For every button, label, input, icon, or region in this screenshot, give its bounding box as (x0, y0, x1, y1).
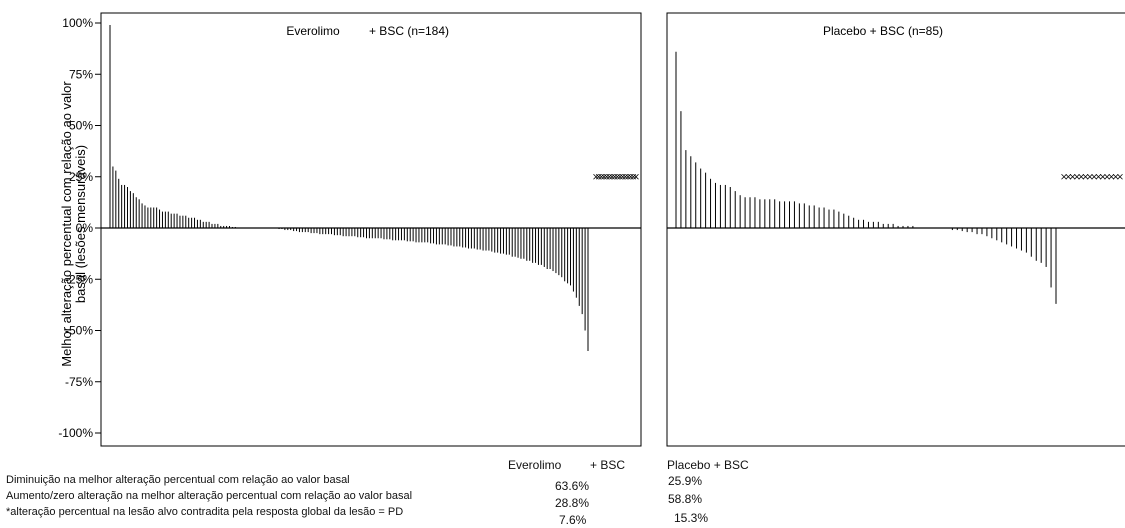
y-tick-label: -25% (65, 272, 93, 286)
pd-marker-stroke (603, 173, 610, 180)
pd-marker-stroke (627, 173, 634, 180)
pd-marker (601, 173, 607, 180)
pd-marker (1095, 173, 1102, 180)
pd-marker (1074, 173, 1080, 180)
pd-marker (1091, 173, 1097, 180)
everolimus-panel-frame (100, 12, 642, 447)
pd-marker-stroke (1069, 173, 1076, 180)
pd-marker (1099, 173, 1106, 180)
summary-row-2-everolimus: 28.8% (555, 496, 590, 510)
pd-marker (630, 173, 637, 180)
summary-row-2-label: Aumento/zero alteração na melhor alteraç… (6, 490, 413, 502)
y-axis-title-line2: basal (lesões mensuráveis) (73, 145, 88, 303)
summary-row-3-placebo: 15.3% (674, 511, 709, 525)
pd-marker-stroke (598, 173, 605, 180)
pd-marker-stroke (625, 173, 631, 180)
pd-marker (603, 173, 610, 180)
summary-header-placebo: Placebo + BSC (667, 458, 749, 472)
pd-marker (625, 173, 631, 180)
pd-marker-stroke (1091, 173, 1097, 180)
pd-marker (1108, 173, 1115, 180)
y-tick-label: -50% (65, 324, 93, 338)
pd-marker-stroke (1061, 173, 1067, 180)
pd-marker-stroke (595, 173, 602, 180)
pd-marker (609, 173, 615, 180)
pd-marker (1082, 173, 1089, 180)
pd-marker-stroke (617, 173, 623, 180)
summary-header-everolimus-part1: Everolimo (508, 458, 562, 472)
pd-marker-stroke (1104, 173, 1110, 180)
y-tick-label: 100% (62, 16, 93, 30)
y-tick-label: 50% (69, 119, 93, 133)
pd-marker-stroke (606, 173, 613, 180)
pd-marker-stroke (1087, 173, 1093, 180)
y-tick-label: 75% (69, 67, 93, 81)
pd-marker (1061, 173, 1067, 180)
pd-marker (617, 173, 623, 180)
everolimus-bars (101, 25, 641, 351)
pd-marker-stroke (611, 173, 618, 180)
placebo-bars (667, 51, 1125, 304)
summary-row-3-everolimus: 7.6% (559, 513, 587, 527)
y-tick-label: -75% (65, 375, 93, 389)
pd-marker (619, 173, 626, 180)
summary-row-2-placebo: 58.8% (668, 492, 703, 506)
pd-marker (606, 173, 613, 180)
pd-marker-stroke (1078, 173, 1085, 180)
pd-marker-stroke (1099, 173, 1106, 180)
pd-marker-stroke (601, 173, 607, 180)
y-tick-label: 0% (76, 221, 94, 235)
pd-marker (1104, 173, 1110, 180)
pd-marker (611, 173, 618, 180)
pd-marker (633, 173, 639, 180)
pd-marker (1112, 173, 1119, 180)
everolimus-panel-title-part1: Everolimo (286, 24, 340, 38)
placebo-panel-frame (666, 12, 1125, 447)
summary-header-everolimus-part2: + BSC (590, 458, 626, 472)
pd-marker-stroke (1112, 173, 1119, 180)
pd-marker-stroke (1117, 173, 1123, 180)
summary-row-3-label: *alteração percentual na lesão alvo cont… (6, 506, 404, 518)
pd-marker (614, 173, 621, 180)
everolimus-panel-title-part2: + BSC (n=184) (369, 24, 449, 38)
summary-row-1-everolimus: 63.6% (555, 479, 590, 493)
summary-row-1-placebo: 25.9% (668, 474, 703, 488)
y-axis: 100% 75% 50% 25% 0% -25% -50% -75% -100% (58, 16, 101, 440)
pd-marker (598, 173, 605, 180)
pd-marker (595, 173, 602, 180)
pd-marker-stroke (1082, 173, 1089, 180)
y-tick-label: -100% (58, 426, 93, 440)
pd-marker-stroke (1095, 173, 1102, 180)
waterfall-chart: Melhor alteração percentual com relação … (58, 12, 1125, 447)
summary-row-1-label: Diminuição na melhor alteração percentua… (6, 474, 350, 486)
pd-marker-stroke (1108, 173, 1115, 180)
y-axis-title-line1: Melhor alteração percentual com relação … (59, 81, 74, 367)
pd-marker (1087, 173, 1093, 180)
pd-marker-stroke (614, 173, 621, 180)
pd-marker (593, 173, 599, 180)
y-tick-label: 25% (69, 170, 93, 184)
pd-marker-stroke (633, 173, 639, 180)
pd-marker-stroke (593, 173, 599, 180)
pd-marker-stroke (609, 173, 615, 180)
pd-marker-stroke (619, 173, 626, 180)
pd-marker-stroke (622, 173, 629, 180)
pd-marker (622, 173, 629, 180)
pd-marker-stroke (1074, 173, 1080, 180)
pd-marker (1117, 173, 1123, 180)
pd-marker-stroke (630, 173, 637, 180)
pd-marker (627, 173, 634, 180)
pd-marker (1069, 173, 1076, 180)
pd-marker-stroke (1065, 173, 1072, 180)
pd-marker (1065, 173, 1072, 180)
pd-marker (1078, 173, 1085, 180)
placebo-panel-title: Placebo + BSC (n=85) (823, 24, 943, 38)
